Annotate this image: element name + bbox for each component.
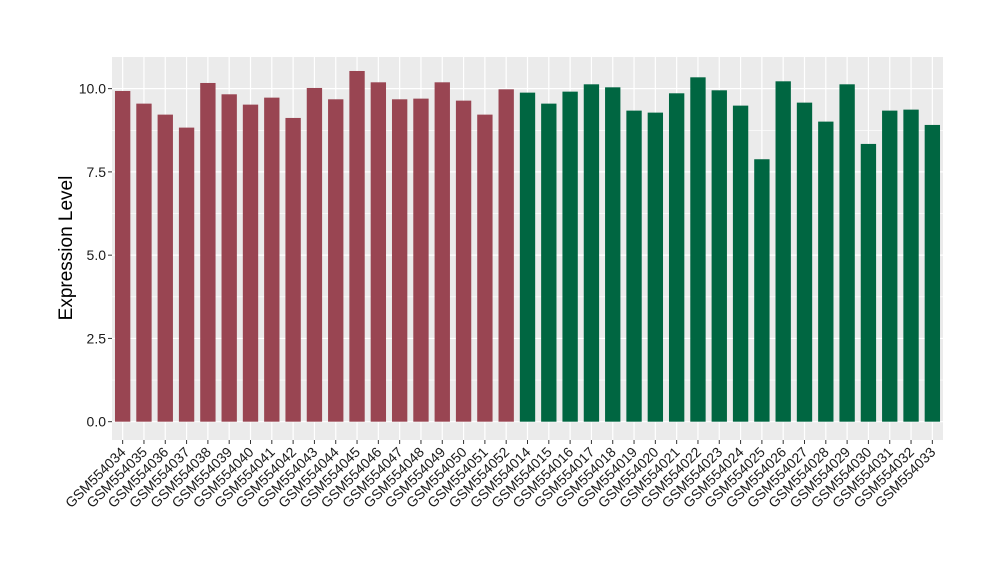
bar-GSM554030 xyxy=(860,143,877,422)
bar-GSM554020 xyxy=(647,112,664,422)
bar-GSM554027 xyxy=(796,102,813,422)
bar-GSM554017 xyxy=(583,84,600,422)
bar-GSM554041 xyxy=(264,97,280,422)
bar-GSM554024 xyxy=(732,105,749,422)
bar-GSM554016 xyxy=(562,91,578,422)
bar-GSM554052 xyxy=(498,89,514,422)
bar-GSM554032 xyxy=(903,109,919,422)
y-axis: 0.0 2.5 5.0 7.5 10.0 xyxy=(79,81,112,430)
y-tick-label: 7.5 xyxy=(87,164,107,180)
bar-GSM554029 xyxy=(839,84,855,422)
bar-GSM554031 xyxy=(882,110,898,422)
x-axis: GSM554034GSM554035GSM554036GSM554037GSM5… xyxy=(62,440,939,511)
bar-GSM554033 xyxy=(924,124,941,422)
y-axis-title: Expression Level xyxy=(56,176,77,321)
bar-GSM554036 xyxy=(157,114,173,422)
bar-GSM554044 xyxy=(328,99,344,422)
bars-group xyxy=(114,70,941,422)
bar-GSM554038 xyxy=(200,82,216,422)
bar-GSM554034 xyxy=(114,90,131,422)
bar-GSM554043 xyxy=(306,87,323,422)
bar-GSM554019 xyxy=(626,110,642,422)
bar-GSM554025 xyxy=(754,159,770,422)
bar-GSM554045 xyxy=(349,70,365,422)
bar-GSM554051 xyxy=(477,114,493,422)
bar-GSM554046 xyxy=(370,82,387,422)
bar-GSM554022 xyxy=(690,77,706,422)
bar-GSM554023 xyxy=(711,90,727,422)
bar-GSM554028 xyxy=(818,121,834,422)
bar-GSM554037 xyxy=(178,127,195,422)
bar-GSM554021 xyxy=(668,93,685,422)
bar-GSM554049 xyxy=(434,82,450,422)
y-tick-label: 5.0 xyxy=(87,247,107,263)
y-tick-label: 2.5 xyxy=(87,330,107,346)
y-tick-label: 10.0 xyxy=(79,81,106,97)
bar-GSM554026 xyxy=(775,81,791,422)
bar-GSM554047 xyxy=(391,99,408,422)
bar-GSM554039 xyxy=(221,94,237,422)
bar-GSM554050 xyxy=(455,100,472,422)
bar-GSM554040 xyxy=(242,104,259,422)
bar-GSM554042 xyxy=(285,117,301,422)
bar-GSM554014 xyxy=(519,92,536,422)
bar-GSM554018 xyxy=(605,87,621,422)
bar-GSM554015 xyxy=(541,103,557,422)
bar-GSM554035 xyxy=(136,103,152,422)
y-tick-label: 0.0 xyxy=(87,414,107,430)
bar-GSM554048 xyxy=(413,98,429,422)
